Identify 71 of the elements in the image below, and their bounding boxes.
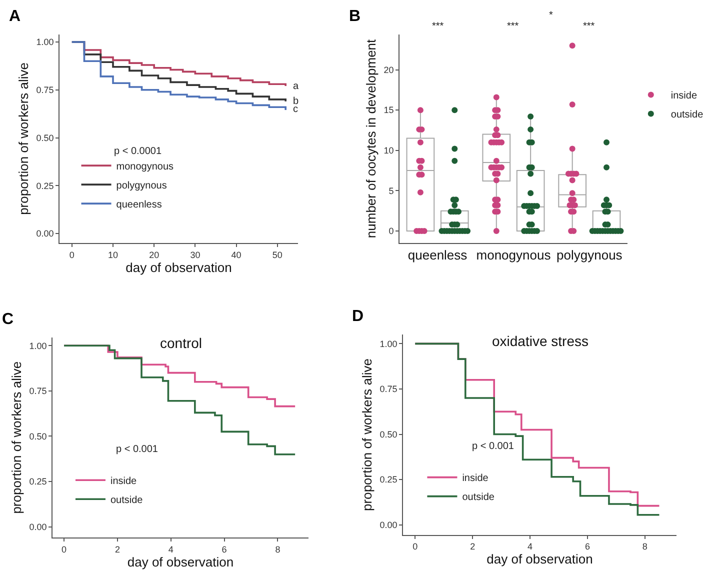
y-tick-label: 0.75 (36, 85, 54, 96)
x-axis-title: day of observation (126, 260, 232, 275)
annotation: c (293, 104, 298, 115)
y-tick-label: 0.00 (380, 520, 398, 530)
y-axis-title: proportion of workers alive (9, 361, 24, 514)
y-tick-label: 1.00 (36, 37, 54, 48)
x-tick-label: 50 (272, 250, 282, 260)
x-tick-label: 8 (642, 542, 648, 552)
x-tick-label: 4 (168, 544, 174, 554)
legend-label: monogynous (116, 161, 174, 172)
y-axis-title: proportion of workers alive (360, 358, 375, 511)
legend-label: inside (110, 476, 138, 488)
x-tick-label: 2 (470, 542, 476, 552)
x-tick-label: 20 (149, 250, 160, 260)
x-tick-label: queenless (408, 248, 468, 263)
annotation: a (293, 81, 299, 92)
text: * (549, 10, 553, 21)
annotation: p < 0.0001 (114, 146, 162, 157)
x-tick-label: 8 (275, 544, 280, 554)
y-tick-label: 0.25 (29, 476, 47, 487)
y-tick-label: 0.75 (29, 386, 47, 396)
y-tick-label: 0.50 (29, 431, 47, 442)
x-tick-label: 2 (114, 544, 120, 554)
y-tick-label: 20 (384, 64, 394, 75)
y-tick-label: 0 (388, 226, 394, 236)
x-axis-title: day of observation (127, 554, 234, 570)
y-tick-label: 1.00 (29, 340, 47, 351)
y-tick-label: 1.00 (380, 338, 398, 349)
y-tick-label: 0.00 (29, 522, 47, 532)
legend-label: inside (670, 90, 698, 102)
legend-label: polygynous (116, 180, 167, 192)
x-tick-label: 30 (190, 250, 200, 260)
legend-label: outside (110, 495, 144, 506)
x-tick-label: 4 (527, 542, 533, 552)
y-tick-label: 0.00 (36, 228, 54, 239)
annotation: p < 0.001 (472, 441, 514, 452)
annotation: b (293, 96, 299, 107)
chart-title: B (349, 8, 361, 25)
y-tick-label: 0.25 (36, 180, 54, 191)
x-tick-label: 40 (231, 250, 242, 260)
x-axis-title: day of observation (486, 552, 593, 567)
y-axis-title: number of oocytes in development (364, 38, 379, 238)
text: *** (583, 21, 595, 32)
legend-label: outside (670, 110, 704, 121)
legend-label: outside (462, 492, 495, 504)
y-tick-label: 10 (384, 146, 394, 156)
y-tick-label: 15 (384, 105, 394, 116)
chart-subtitle: oxidative stress (492, 333, 588, 349)
x-tick-label: monogynous (476, 248, 552, 263)
x-tick-label: 0 (69, 250, 74, 260)
y-tick-label: 5 (388, 186, 394, 196)
chart-title: A (9, 8, 21, 25)
chart-title: C (2, 311, 14, 328)
annotation: p < 0.001 (116, 444, 158, 455)
chart-subtitle: control (160, 335, 202, 351)
legend-label: queenless (116, 199, 162, 210)
x-tick-label: polygynous (556, 248, 623, 263)
text: *** (507, 21, 519, 32)
chart-title: D (352, 308, 364, 325)
x-tick-label: 6 (584, 542, 590, 552)
x-tick-label: 0 (62, 544, 67, 554)
text: *** (432, 21, 444, 32)
x-tick-label: 10 (108, 250, 118, 260)
legend-label: inside (462, 473, 489, 484)
x-tick-label: 6 (222, 544, 227, 554)
y-axis-title: proportion of workers alive (16, 62, 32, 215)
y-tick-label: 0.75 (380, 384, 398, 394)
x-tick-label: 0 (412, 542, 418, 552)
y-tick-label: 0.50 (380, 429, 398, 440)
y-tick-label: 0.25 (380, 474, 398, 485)
y-tick-label: 0.50 (36, 132, 54, 143)
